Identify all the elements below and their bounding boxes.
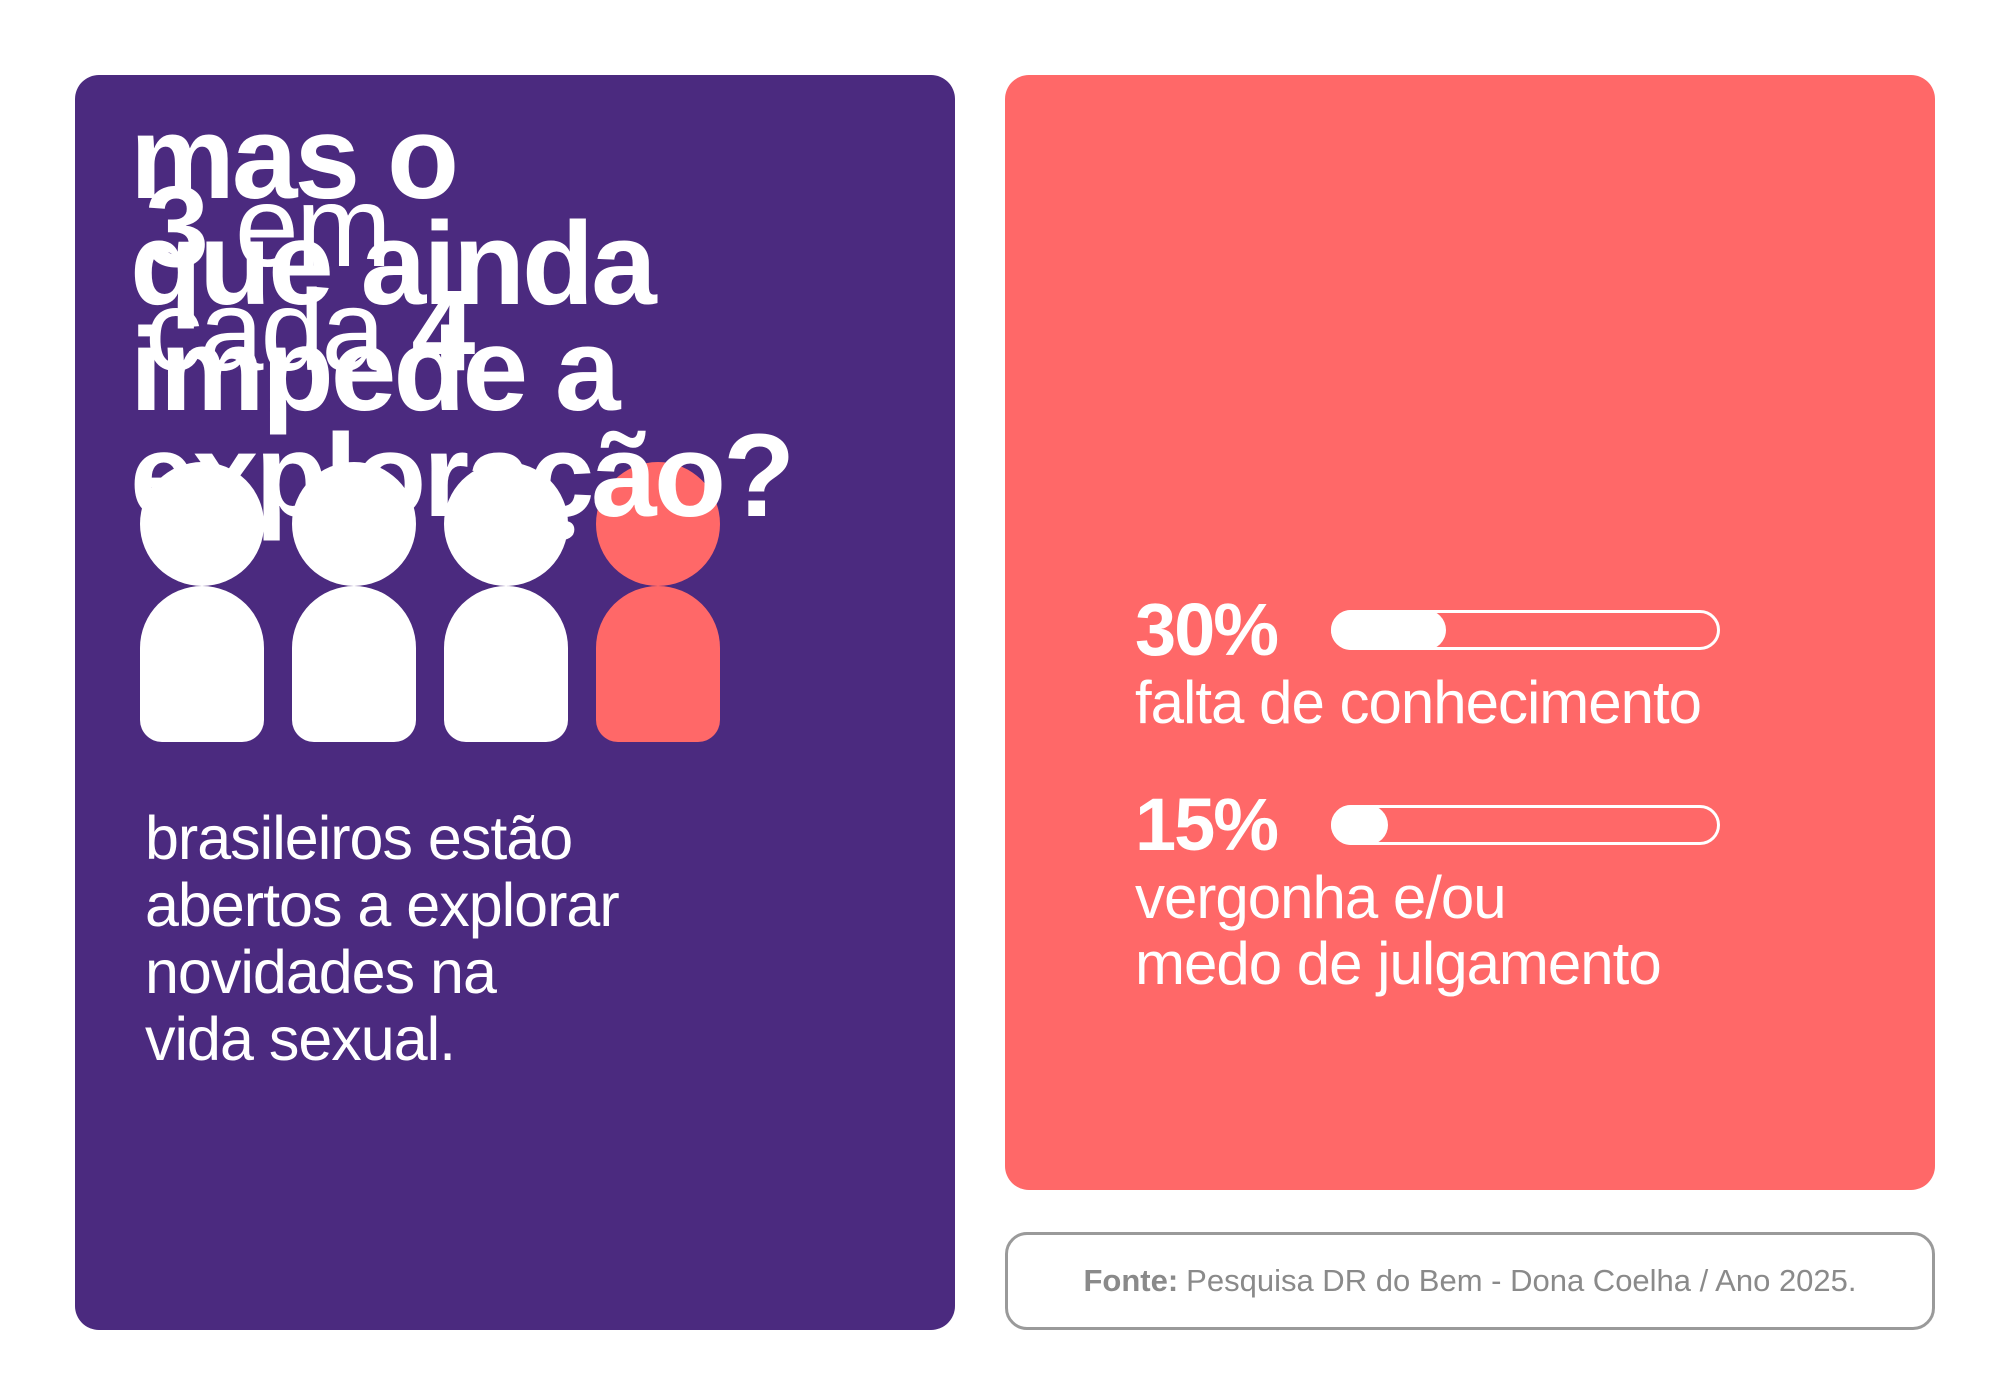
description-line: abertos a explorar [145, 871, 620, 939]
stat-description: brasileiros estão abertos a explorar nov… [145, 805, 845, 1073]
headline-text-cada: cada [145, 267, 385, 395]
barrier-label-line: medo de julgamento [1135, 930, 1662, 997]
person-body-icon [140, 586, 264, 742]
person-head-icon [140, 462, 264, 586]
question-line: exploração? [130, 410, 795, 542]
person-icon [444, 462, 568, 742]
barrier-label-line: falta de conhecimento [1135, 669, 1702, 736]
people-icons-group [140, 462, 720, 742]
question-heading: mas o que ainda impede a exploração? [130, 92, 795, 542]
barrier-item-shame: 15% vergonha e/ou medo de julgamento [1135, 785, 1855, 997]
person-body-icon [444, 586, 568, 742]
barrier-row: 30% [1135, 590, 1855, 670]
barrier-label-line: vergonha e/ou [1135, 864, 1507, 931]
person-head-icon [596, 462, 720, 586]
description-line: vida sexual. [145, 1005, 456, 1073]
headline-line-1: 3 em [145, 170, 472, 285]
barrier-item-knowledge: 30% falta de conhecimento [1135, 590, 1855, 736]
source-text: Pesquisa DR do Bem - Dona Coelha / Ano 2… [1186, 1263, 1857, 1298]
description-line: novidades na [145, 938, 497, 1006]
question-line: que ainda [130, 198, 657, 330]
headline-line-2: cada 4 [145, 274, 475, 389]
person-icon [140, 462, 264, 742]
source-note: Fonte: Pesquisa DR do Bem - Dona Coelha … [1005, 1232, 1935, 1330]
person-body-icon [292, 586, 416, 742]
headline-number-3: 3 [145, 163, 209, 291]
progress-bar-fill [1331, 805, 1389, 845]
person-head-icon [444, 462, 568, 586]
description-line: brasileiros estão [145, 804, 573, 872]
stat-headline: 3 em cada 4 [145, 170, 475, 389]
person-body-icon [596, 586, 720, 742]
barrier-label: vergonha e/ou medo de julgamento [1135, 865, 1855, 997]
barrier-percent: 30% [1135, 588, 1279, 671]
headline-text-em: em [234, 163, 392, 291]
barriers-card [1005, 75, 1935, 1190]
progress-bar-fill [1331, 610, 1446, 650]
barrier-label: falta de conhecimento [1135, 670, 1855, 736]
question-line: mas o [130, 92, 459, 224]
person-icon-highlighted [596, 462, 720, 742]
source-label: Fonte: [1083, 1263, 1179, 1298]
question-line: impede a [130, 304, 621, 436]
headline-number-4: 4 [411, 267, 475, 395]
person-icon [292, 462, 416, 742]
person-head-icon [292, 462, 416, 586]
progress-bar [1331, 610, 1720, 650]
progress-bar [1331, 805, 1720, 845]
barrier-row: 15% [1135, 785, 1855, 865]
barrier-percent: 15% [1135, 783, 1279, 866]
